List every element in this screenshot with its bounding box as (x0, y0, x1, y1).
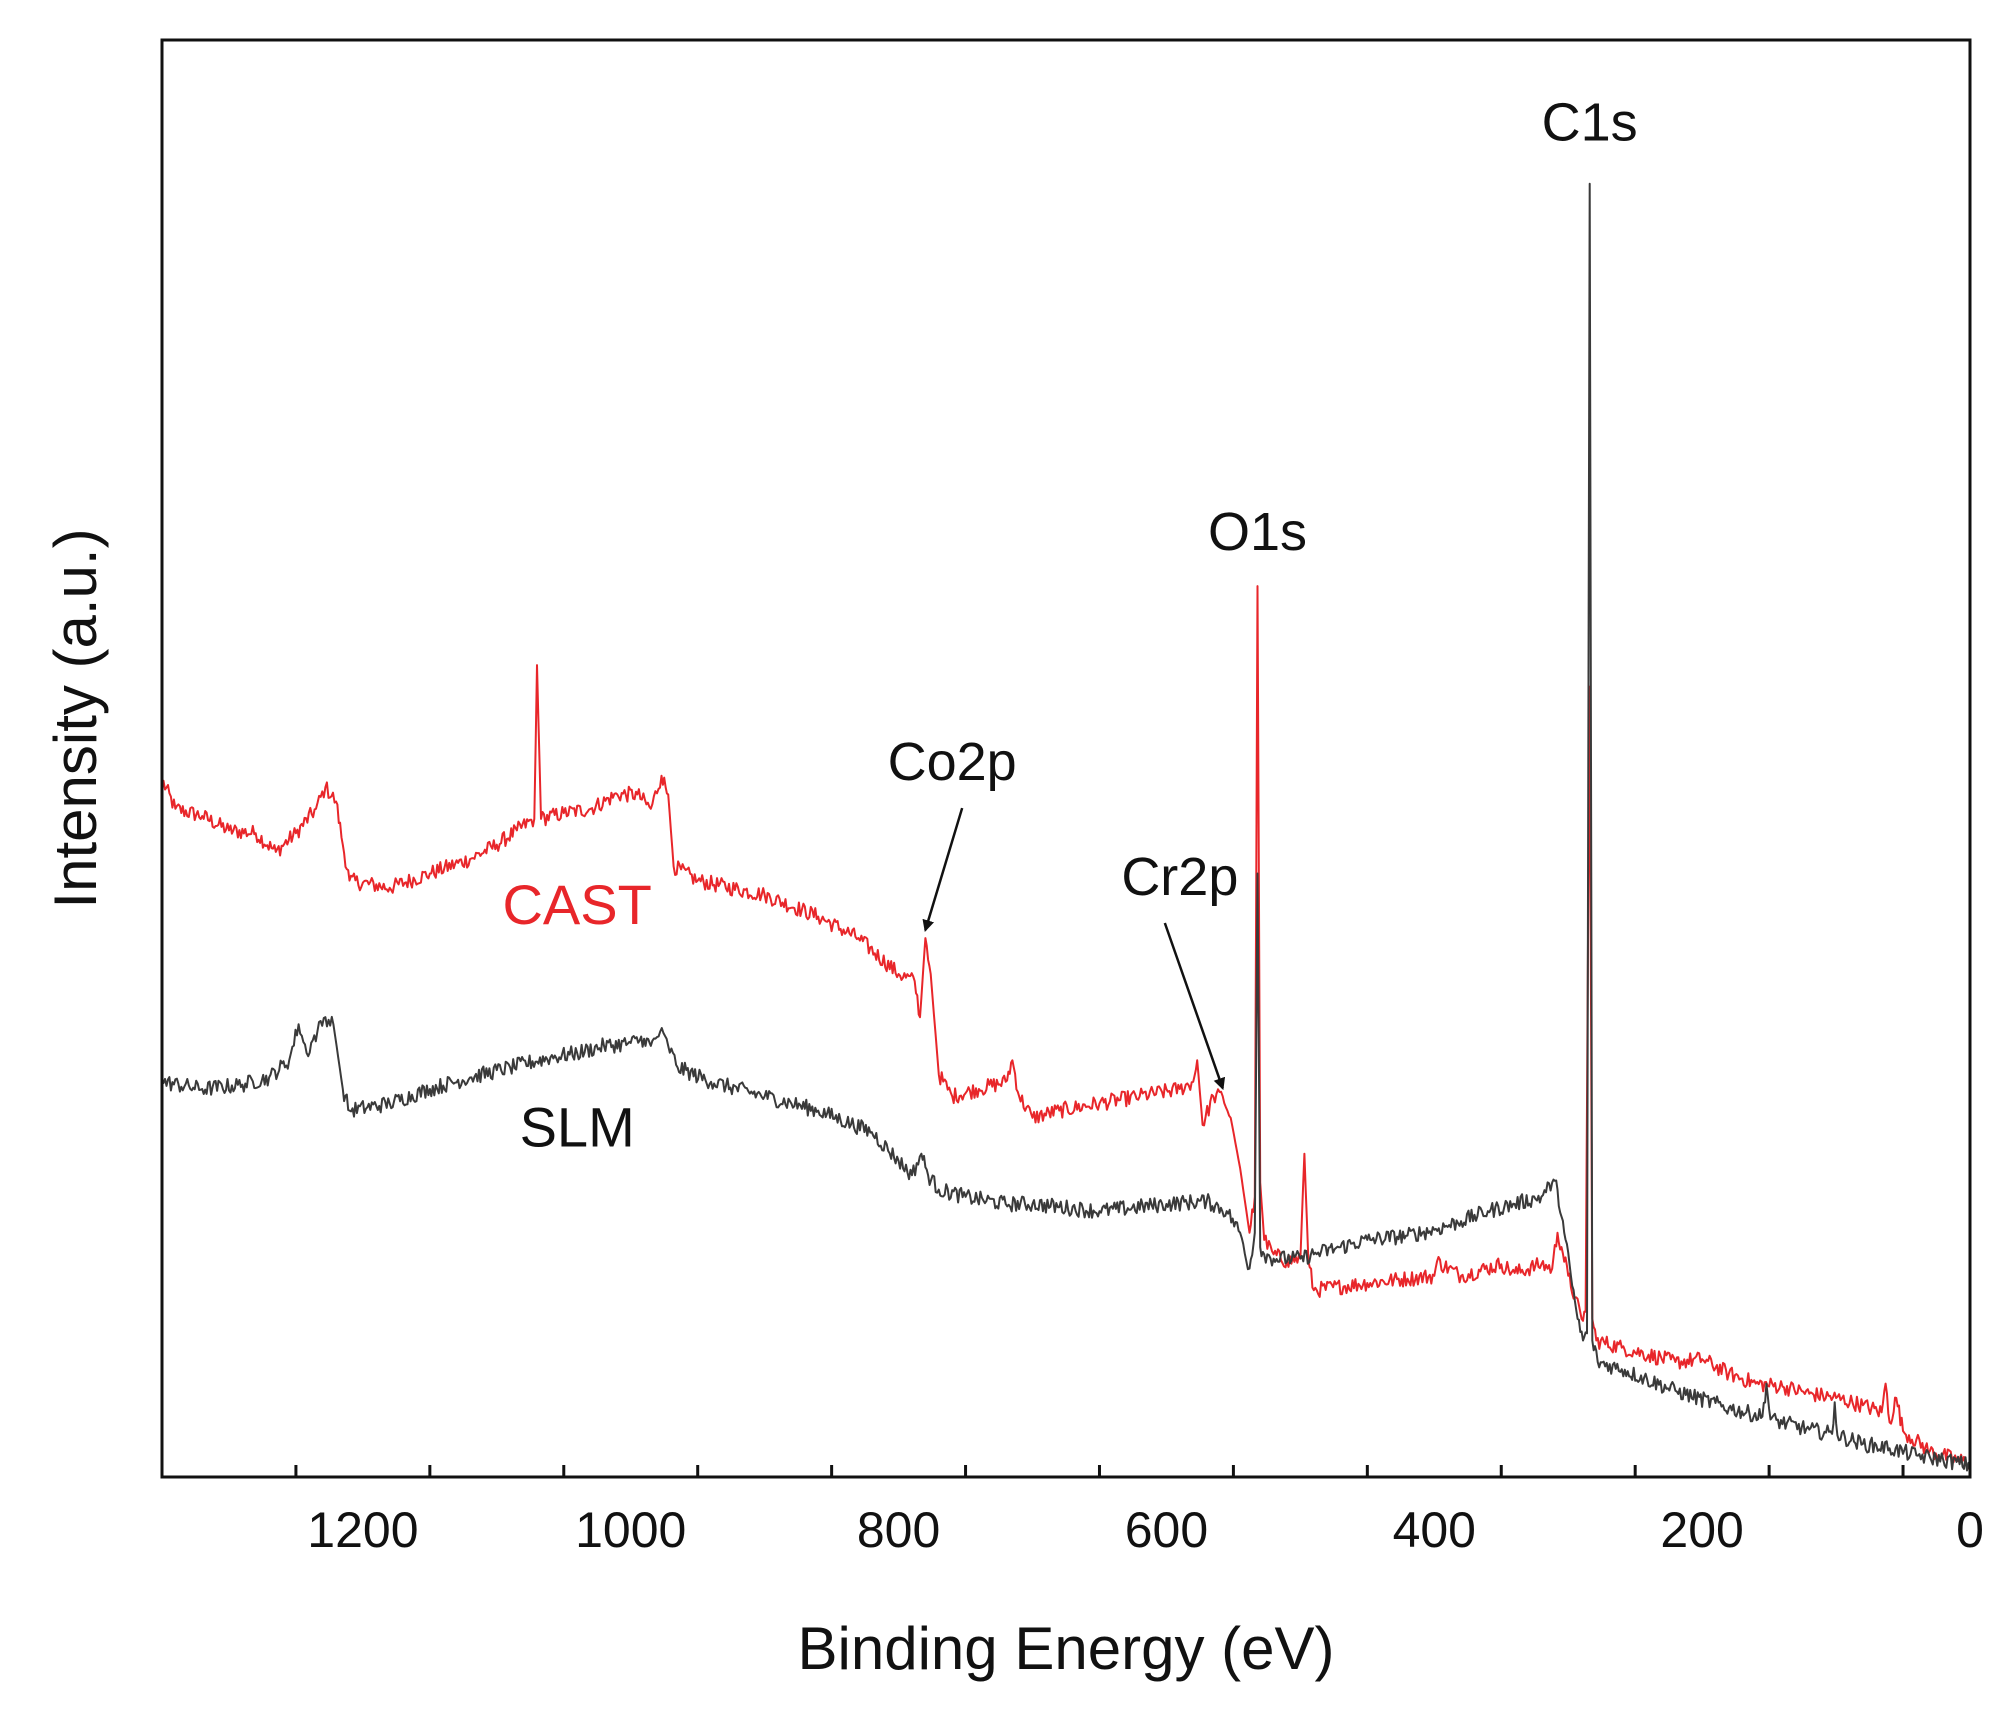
x-tick-label: 200 (1660, 1502, 1743, 1558)
x-tick-label: 600 (1125, 1502, 1208, 1558)
x-tick-label: 1000 (575, 1502, 686, 1558)
peak-arrow-co2p (922, 807, 964, 933)
peak-label-co2p: Co2p (888, 732, 1017, 792)
peak-label-c1s: C1s (1542, 93, 1638, 153)
plot-frame (160, 38, 1972, 1479)
x-axis-title: Binding Energy (eV) (798, 1615, 1335, 1682)
x-axis-ticks: 1200 1000 800 600 400 200 0 (160, 1465, 1984, 1558)
series-layer (161, 182, 1971, 1472)
y-axis-title: Intensity (a.u.) (42, 528, 109, 908)
peak-label-o1s: O1s (1208, 502, 1307, 562)
series-line-slm (161, 182, 1971, 1472)
x-tick-label: 1200 (307, 1502, 418, 1558)
x-tick-label: 400 (1393, 1502, 1476, 1558)
x-tick-label: 800 (857, 1502, 940, 1558)
series-label-slm: SLM (520, 1095, 635, 1158)
peak-arrow-cr2p (1163, 922, 1226, 1091)
peak-label-cr2p: Cr2p (1121, 847, 1238, 907)
x-tick-label: 0 (1956, 1502, 1984, 1558)
annotation-layer: C1s O1s Co2p Cr2p CAST SLM (502, 93, 1637, 1159)
series-label-cast: CAST (502, 873, 651, 936)
series-line-cast (161, 585, 1971, 1470)
